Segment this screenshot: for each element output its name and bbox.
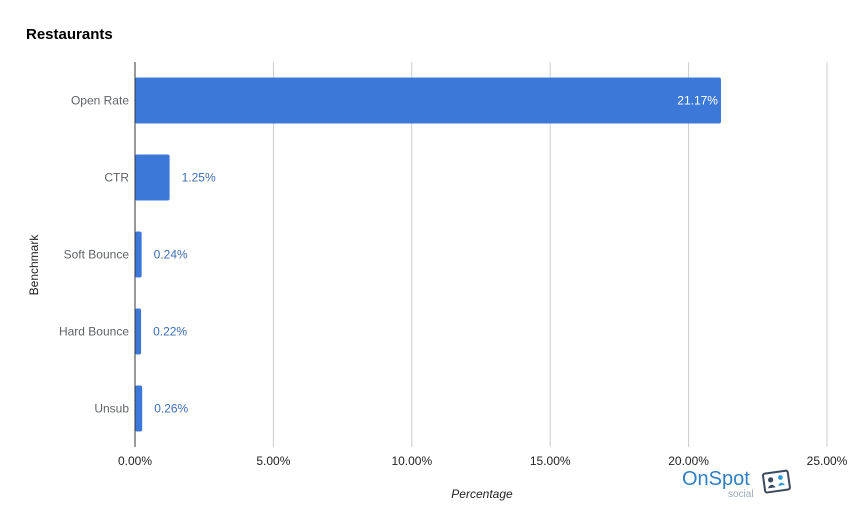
x-tick-label: 5.00% — [256, 454, 290, 468]
data-label: 0.26% — [154, 402, 188, 416]
data-label: 0.22% — [153, 325, 187, 339]
y-category-label: Unsub — [94, 402, 129, 416]
x-tick-label: 25.00% — [807, 454, 848, 468]
data-label: 21.17% — [677, 94, 718, 108]
bars — [135, 77, 721, 432]
x-tick-label: 20.00% — [668, 454, 709, 468]
y-axis-title: Benchmark — [27, 234, 41, 296]
bar — [135, 77, 721, 124]
chart-title: Restaurants — [26, 26, 113, 43]
y-category-label: Hard Bounce — [59, 325, 129, 339]
bar — [135, 385, 143, 432]
data-label: 0.24% — [154, 248, 188, 262]
id-card-icon — [762, 469, 791, 494]
brand-sub: social — [728, 489, 754, 500]
x-axis-title: Percentage — [451, 487, 513, 501]
y-category-label: CTR — [104, 171, 129, 185]
bar — [135, 231, 142, 278]
x-tick-label: 15.00% — [530, 454, 571, 468]
bar — [135, 308, 142, 355]
bar — [135, 154, 170, 201]
gridlines — [272, 62, 828, 447]
x-tick-label: 10.00% — [391, 454, 432, 468]
data-label: 1.25% — [182, 171, 216, 185]
data-labels: 21.17% 1.25% 0.24% 0.22% 0.26% — [153, 94, 718, 416]
axes: 0.00% 5.00% 10.00% 15.00% 20.00% 25.00% Open R… — [59, 62, 848, 468]
y-category-label: Open Rate — [71, 94, 129, 108]
brand-name: OnSpot — [682, 468, 750, 490]
onspot-social-logo: OnSpot social — [680, 466, 795, 506]
y-category-label: Soft Bounce — [64, 248, 130, 262]
x-tick-label: 0.00% — [118, 454, 152, 468]
